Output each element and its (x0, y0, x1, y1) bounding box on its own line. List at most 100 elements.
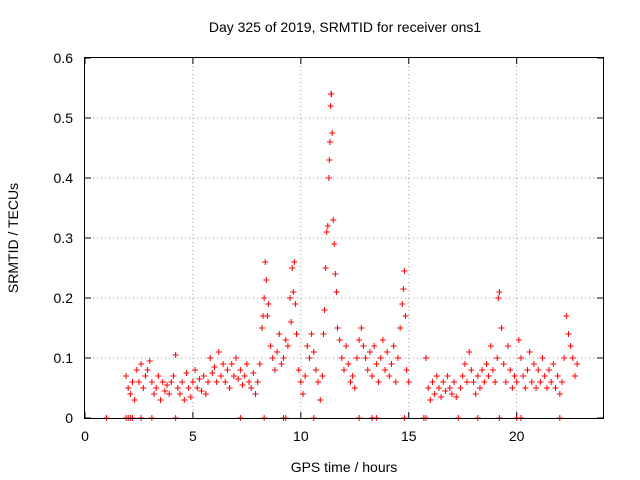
data-point (326, 157, 333, 163)
data-point (435, 385, 442, 391)
data-point (209, 370, 216, 376)
data-point (468, 367, 475, 373)
data-point (284, 343, 291, 349)
data-point (440, 379, 447, 385)
data-point (310, 349, 317, 355)
data-point (373, 361, 380, 367)
data-point (248, 385, 255, 391)
data-point (302, 373, 309, 379)
data-point (174, 385, 181, 391)
data-point (442, 388, 449, 394)
data-point (494, 355, 501, 361)
data-point (558, 379, 565, 385)
data-point (472, 391, 479, 397)
data-point (476, 385, 483, 391)
plot-frame (84, 57, 604, 419)
data-point (334, 325, 341, 331)
data-point (485, 373, 492, 379)
data-point (312, 367, 319, 373)
data-point (140, 385, 147, 391)
data-point (320, 331, 327, 337)
data-point (433, 373, 440, 379)
data-point (282, 337, 289, 343)
data-point (498, 325, 505, 331)
data-point (371, 343, 378, 349)
data-point (321, 307, 328, 313)
data-point (459, 373, 466, 379)
data-point (520, 373, 527, 379)
data-point (328, 91, 335, 97)
data-point (151, 391, 158, 397)
tick-labels: 0 5 10 15 20 0 0.1 0.2 0.3 0.4 0.5 0.6 (54, 50, 525, 444)
data-point (125, 385, 132, 391)
data-point (170, 373, 177, 379)
data-point (511, 373, 518, 379)
data-point (464, 379, 471, 385)
data-point (552, 385, 559, 391)
data-point (315, 379, 322, 385)
data-point (233, 355, 240, 361)
data-point (345, 361, 352, 367)
data-point (280, 355, 287, 361)
data-point (215, 349, 222, 355)
data-point (325, 175, 332, 181)
data-point (159, 379, 166, 385)
y-tick-label: 0.1 (54, 350, 74, 366)
data-point (326, 139, 333, 145)
data-point (343, 343, 350, 349)
data-point (271, 367, 278, 373)
data-point (220, 361, 227, 367)
data-point (561, 355, 568, 361)
data-point (267, 343, 274, 349)
data-point (429, 379, 436, 385)
data-point (461, 361, 468, 367)
data-point (213, 379, 220, 385)
data-point (492, 379, 499, 385)
data-point (388, 361, 395, 367)
data-point (500, 361, 507, 367)
data-point (217, 373, 224, 379)
data-point (556, 391, 563, 397)
data-point (189, 379, 196, 385)
data-point (278, 361, 285, 367)
data-point (288, 319, 295, 325)
data-point (269, 355, 276, 361)
data-point (333, 289, 340, 295)
data-point (261, 295, 268, 301)
data-point (543, 385, 550, 391)
data-point (327, 103, 334, 109)
data-point (146, 358, 153, 364)
data-point (466, 349, 473, 355)
data-point (291, 259, 298, 265)
data-point (295, 367, 302, 373)
data-point (317, 397, 324, 403)
data-point (265, 301, 272, 307)
data-point (205, 379, 212, 385)
data-point (483, 361, 490, 367)
data-point (431, 391, 438, 397)
data-point (351, 385, 358, 391)
data-point (481, 379, 488, 385)
data-point (323, 229, 330, 235)
data-point (168, 379, 175, 385)
data-point (565, 331, 572, 337)
data-point (356, 337, 363, 343)
data-point (237, 367, 244, 373)
data-point (331, 241, 338, 247)
data-point (183, 370, 190, 376)
data-point (185, 385, 192, 391)
y-tick-label: 0.6 (54, 50, 74, 66)
data-point (349, 373, 356, 379)
data-point (138, 361, 145, 367)
data-point (274, 349, 281, 355)
data-point (400, 286, 407, 292)
data-point (567, 343, 574, 349)
data-point (207, 355, 214, 361)
data-point (522, 385, 529, 391)
y-tick-label: 0.2 (54, 290, 74, 306)
data-point (502, 379, 509, 385)
data-point (192, 367, 199, 373)
data-point (366, 349, 373, 355)
data-point (155, 373, 162, 379)
data-point (161, 388, 168, 394)
